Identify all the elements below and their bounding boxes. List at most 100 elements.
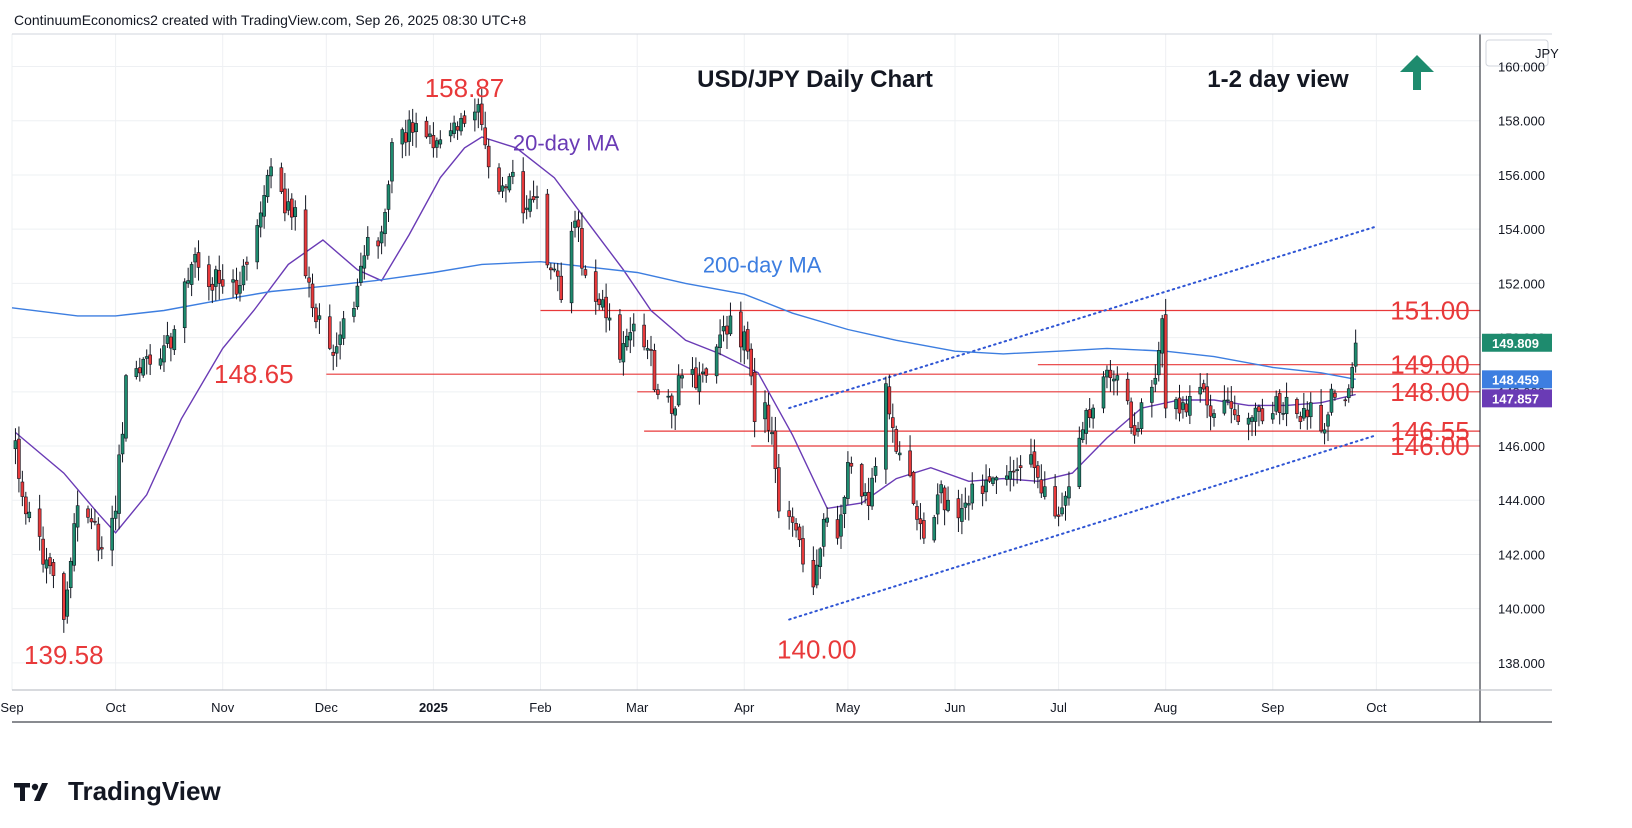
candle[interactable]: [1015, 457, 1019, 484]
candle[interactable]: [435, 137, 439, 158]
candle[interactable]: [210, 277, 215, 304]
candle[interactable]: [763, 390, 767, 434]
candle[interactable]: [1350, 362, 1354, 396]
candle[interactable]: [887, 374, 892, 420]
candle[interactable]: [255, 219, 260, 270]
candle[interactable]: [932, 514, 937, 543]
candle[interactable]: [645, 339, 650, 360]
candle[interactable]: [555, 262, 560, 292]
candle[interactable]: [1008, 456, 1013, 492]
candle[interactable]: [1150, 379, 1154, 418]
candle[interactable]: [75, 490, 80, 542]
candle[interactable]: [894, 425, 899, 454]
candle[interactable]: [980, 474, 985, 507]
candle[interactable]: [1198, 373, 1203, 403]
candle[interactable]: [991, 476, 995, 487]
candle[interactable]: [217, 255, 222, 300]
candle[interactable]: [1222, 385, 1227, 416]
candle[interactable]: [37, 494, 42, 551]
candle[interactable]: [65, 581, 70, 624]
candle[interactable]: [1305, 401, 1310, 430]
candle[interactable]: [141, 357, 146, 378]
candle[interactable]: [448, 122, 453, 143]
candle[interactable]: [666, 389, 671, 403]
candle[interactable]: [1163, 298, 1168, 419]
candle[interactable]: [718, 319, 722, 356]
candle[interactable]: [987, 468, 992, 483]
candle[interactable]: [656, 383, 660, 400]
candle[interactable]: [1322, 422, 1327, 445]
candle[interactable]: [486, 138, 491, 179]
candle[interactable]: [1112, 370, 1116, 396]
candle[interactable]: [241, 259, 246, 291]
candle[interactable]: [1343, 397, 1348, 407]
candle[interactable]: [462, 110, 467, 128]
candle[interactable]: [1160, 314, 1165, 368]
candle[interactable]: [196, 240, 201, 281]
candle[interactable]: [773, 416, 778, 484]
candle[interactable]: [283, 172, 287, 222]
candle[interactable]: [117, 444, 121, 530]
candle[interactable]: [739, 301, 743, 363]
candle[interactable]: [849, 456, 854, 474]
candle[interactable]: [1201, 379, 1206, 393]
candle[interactable]: [618, 308, 622, 363]
candle[interactable]: [721, 315, 726, 342]
candle[interactable]: [258, 201, 263, 238]
candle[interactable]: [1333, 389, 1337, 401]
candlesticks[interactable]: [13, 88, 1358, 633]
candle[interactable]: [455, 121, 460, 140]
candle[interactable]: [621, 331, 626, 376]
candle[interactable]: [310, 273, 315, 318]
candle[interactable]: [680, 368, 684, 389]
candle[interactable]: [428, 125, 432, 145]
candle[interactable]: [966, 495, 971, 521]
candle[interactable]: [839, 504, 843, 549]
candle[interactable]: [1212, 409, 1216, 427]
candle[interactable]: [1174, 396, 1178, 420]
candle[interactable]: [559, 262, 564, 303]
candle[interactable]: [1226, 387, 1230, 406]
candle[interactable]: [573, 210, 577, 238]
candle[interactable]: [93, 509, 97, 526]
candle[interactable]: [597, 293, 602, 311]
candle[interactable]: [593, 259, 598, 315]
candle[interactable]: [182, 278, 187, 344]
candle[interactable]: [956, 489, 961, 533]
candle[interactable]: [1039, 464, 1044, 498]
candle[interactable]: [749, 343, 753, 386]
candle[interactable]: [172, 325, 177, 355]
candle[interactable]: [704, 367, 709, 383]
candle[interactable]: [859, 462, 864, 506]
candle[interactable]: [44, 547, 49, 584]
candle[interactable]: [1067, 471, 1071, 506]
candle[interactable]: [521, 157, 526, 224]
candle[interactable]: [1184, 395, 1189, 417]
candle[interactable]: [169, 332, 173, 362]
candle[interactable]: [1326, 411, 1330, 442]
candle[interactable]: [1329, 383, 1334, 416]
candle[interactable]: [1319, 389, 1323, 434]
candle[interactable]: [1115, 366, 1120, 396]
candle[interactable]: [835, 505, 840, 545]
candle[interactable]: [728, 302, 733, 337]
candle[interactable]: [383, 208, 387, 247]
candle[interactable]: [794, 518, 798, 538]
candle[interactable]: [134, 360, 139, 380]
candle[interactable]: [1125, 372, 1130, 405]
candle[interactable]: [770, 416, 774, 445]
candle[interactable]: [842, 495, 847, 529]
candle[interactable]: [1060, 492, 1064, 517]
candle[interactable]: [669, 393, 674, 429]
candle[interactable]: [884, 376, 888, 484]
candle[interactable]: [752, 357, 757, 438]
candle[interactable]: [72, 513, 76, 572]
candle[interactable]: [1281, 402, 1285, 421]
candle[interactable]: [825, 507, 829, 527]
candle[interactable]: [1011, 459, 1016, 487]
candle[interactable]: [289, 193, 294, 230]
candle[interactable]: [631, 313, 636, 347]
candle[interactable]: [459, 112, 463, 136]
candle[interactable]: [51, 558, 56, 589]
